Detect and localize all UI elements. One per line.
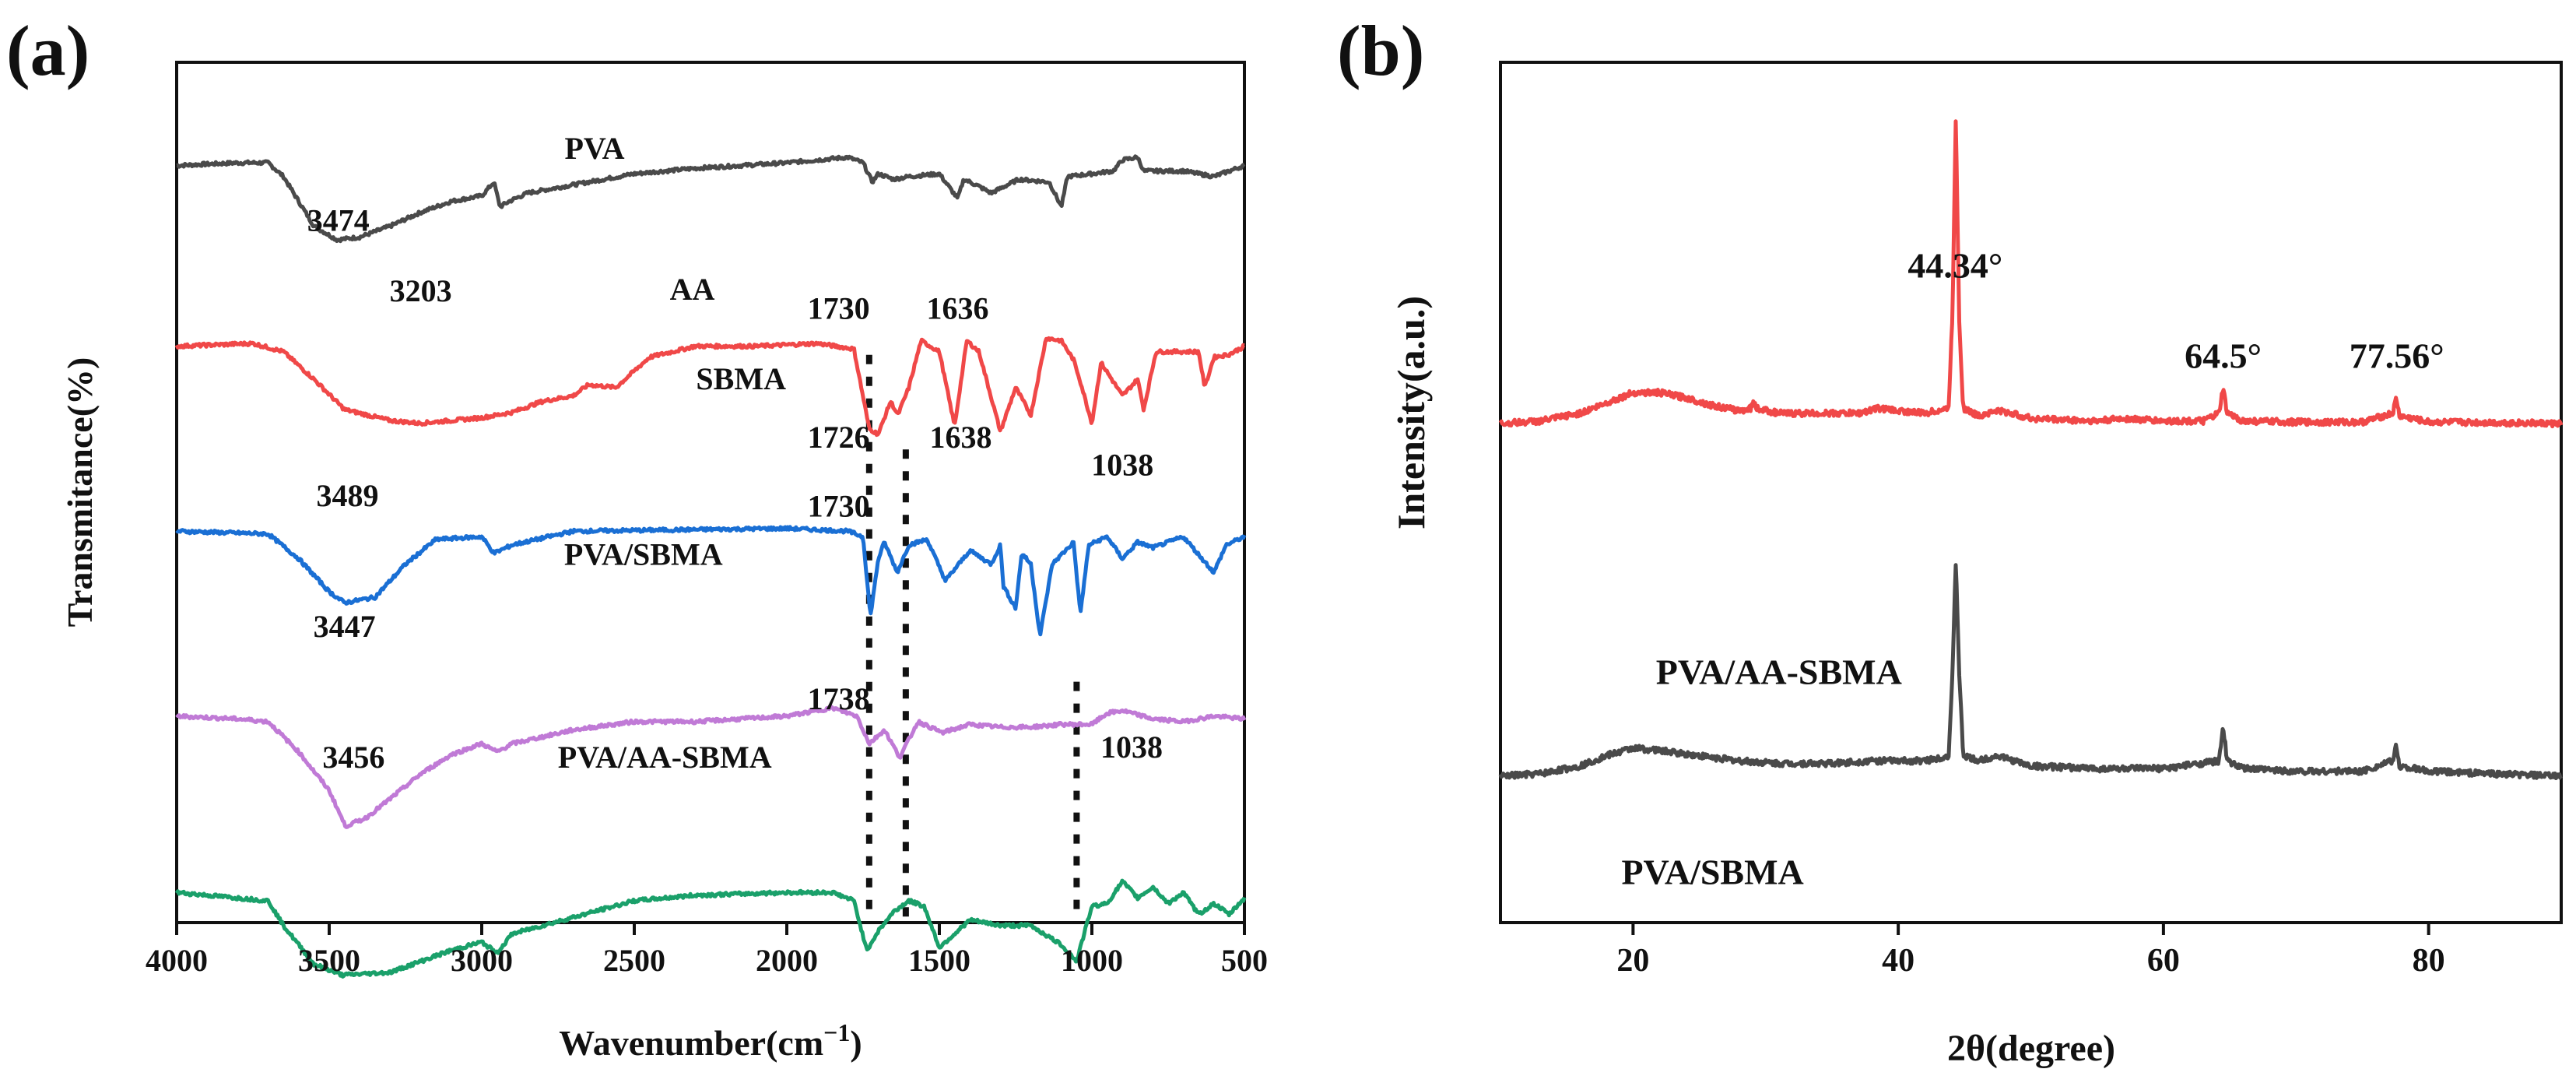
panel-b-series [1498,119,2564,780]
x-tick-label-3500: 3500 [298,943,360,978]
annotation-pva-sbma-4: PVA/SBMA [1621,852,1803,891]
annotation-1730-11: 1730 [808,488,870,523]
x-tick-label-500: 500 [1221,943,1268,978]
series-line-pva-sbma [1498,563,2563,780]
annotation-3474-0: 3474 [307,203,370,238]
x-tick-label-40: 40 [1882,943,1914,979]
annotation-64-5-1: 64.5° [2185,336,2262,375]
panel-a-label: (a) [6,11,89,90]
annotation-1038-17: 1038 [1100,730,1163,765]
panel-b-plot-frame [1499,61,2563,924]
series-line-pva-sbma [175,705,1247,829]
panel-b-x-axis: 20 40 60 80 [1616,923,2445,979]
series-line-aa [174,336,1245,438]
panel-a-x-axis-title: Wavenumber(cm−1) [559,1018,862,1063]
annotation-1730-4: 1730 [808,290,870,325]
x-tick-label-20: 20 [1616,943,1649,979]
panel-a-series [174,154,1247,979]
panel-b: (b) 44.34° 64.5° 77.56° PVA/AA-SBMA PVA/SBMA… [1337,11,2564,1069]
annotation-1636-5: 1636 [927,290,989,325]
x-tick-label-1000: 1000 [1061,943,1123,978]
annotation-3489-10: 3489 [317,478,379,513]
x-tick-label-2000: 2000 [756,943,818,978]
x-tick-label-4000: 4000 [146,943,208,978]
annotation-pva-sbma-12: PVA/SBMA [564,536,723,571]
annotation-1038-9: 1038 [1091,447,1153,482]
annotation-pva-aa-sbma-16: PVA/AA-SBMA [558,740,772,775]
annotation-3203-2: 3203 [390,273,452,308]
x-tick-label-2500: 2500 [603,943,665,978]
annotation-1738-14: 1738 [808,681,870,716]
annotation-44-34-0: 44.34° [1907,245,2002,285]
panel-b-x-axis-title: 2θ(degree) [1947,1028,2115,1069]
panel-a-plot-frame [175,61,1246,924]
x-tick-label-80: 80 [2413,943,2445,979]
panel-b-y-axis-title: Intensity(a.u.) [1389,296,1433,529]
annotation-sbma-6: SBMA [696,361,786,396]
series-line-sbma [175,525,1247,637]
annotation-1638-8: 1638 [929,420,991,455]
annotation-aa-3: AA [670,272,715,307]
annotation-77-56-2: 77.56° [2350,336,2444,375]
x-tick-label-1500: 1500 [908,943,970,978]
x-tick-label-60: 60 [2147,943,2180,979]
panel-b-annotations: 44.34° 64.5° 77.56° PVA/AA-SBMA PVA/SBMA [1621,245,2444,891]
panel-b-label: (b) [1337,11,1424,90]
annotation-3456-15: 3456 [322,740,384,775]
series-line-pva-aa-sbma [1498,119,2564,429]
series-line-pva-aa-sbma [174,878,1247,979]
panel-a: (a) 3474 PVA 3203 AA 1730 1636 SBMA 1726 1638 103… [6,11,1268,1063]
x-tick-label-3000: 3000 [451,943,513,978]
annotation-3447-13: 3447 [314,609,376,644]
annotation-1726-7: 1726 [808,420,870,455]
annotation-pva-aa-sbma-3: PVA/AA-SBMA [1656,652,1902,691]
panel-a-annotations: 3474 PVA 3203 AA 1730 1636 SBMA 1726 1638 1038 348… [307,131,1163,775]
series-line-pva [176,154,1246,244]
panel-a-x-axis: 4000 3500 3000 2500 2000 1500 1000 500 [146,923,1268,978]
panel-a-reference-lines [865,354,1080,923]
annotation-pva-1: PVA [565,131,625,166]
panel-a-y-axis-title: Transmitance(%) [60,357,100,628]
